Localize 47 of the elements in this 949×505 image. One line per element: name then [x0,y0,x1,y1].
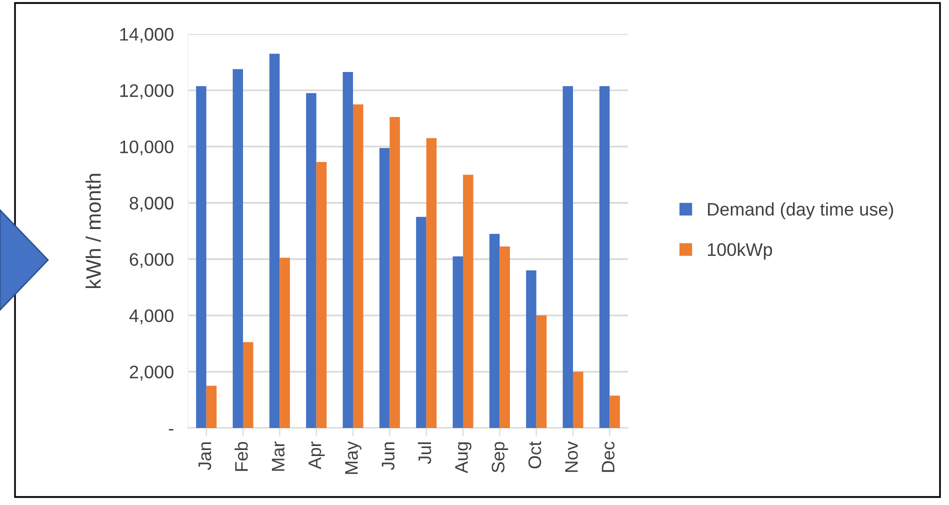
bar [390,117,400,428]
bar [379,148,390,428]
bar [280,258,290,428]
x-tick-label: Jan [198,442,212,470]
y-tick-label: 2,000 [130,366,174,381]
x-tick-label: Dec [602,442,615,472]
x-tick-label: Nov [565,441,578,472]
bar [416,216,426,428]
x-tick-label: May [345,441,362,474]
y-tick-label: 8,000 [130,196,174,212]
x-tick-label: Feb [234,442,248,471]
bar [342,72,353,428]
y-tick-label: 12,000 [120,84,174,100]
y-tick-label: 4,000 [129,309,174,324]
bar [526,270,536,428]
bar [196,86,206,428]
x-tick-label: Jul [418,442,432,464]
bar [269,54,280,428]
x-tick-label: Mar [272,441,285,471]
bar [353,104,364,428]
bar [232,69,243,428]
y-tick-label: 14,000 [120,28,174,43]
legend-label: Demand (day time use) [708,202,894,220]
bar [573,372,584,428]
x-tick-label: Aug [455,442,472,474]
bar [489,234,500,428]
bar [463,174,474,428]
bar [599,86,610,428]
bar [610,396,620,428]
bar [536,315,547,428]
x-tick-label: Jun [382,442,395,470]
bar [500,246,510,428]
x-tick-label: Oct [528,441,542,468]
y-tick-label: - [168,429,174,430]
x-tick-label: Apr [308,441,325,470]
bar [206,386,217,428]
bar [426,138,437,428]
y-axis-title: kWh / month [86,174,101,288]
legend-label: 100kWp [708,242,772,260]
bar [316,162,327,428]
y-tick-label: 6,000 [130,253,174,268]
bar [452,256,463,428]
bar [306,93,316,428]
x-tick-label: Sep [492,442,508,472]
y-tick-label: 10,000 [120,140,174,156]
bar [243,342,254,428]
bar [562,86,573,428]
